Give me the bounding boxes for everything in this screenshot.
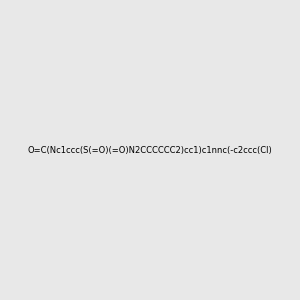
Text: O=C(Nc1ccc(S(=O)(=O)N2CCCCCC2)cc1)c1nnc(-c2ccc(Cl): O=C(Nc1ccc(S(=O)(=O)N2CCCCCC2)cc1)c1nnc(…	[28, 146, 272, 154]
